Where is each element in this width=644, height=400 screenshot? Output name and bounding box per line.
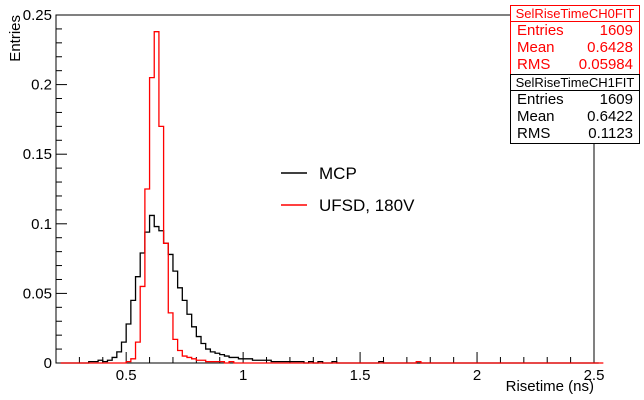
y-tick-label: 0.2 [31, 77, 52, 94]
legend-label-mcp: MCP [319, 164, 357, 183]
histogram-line-ufsd [60, 31, 604, 364]
x-axis-ticks: 0.5 1 1.5 2 2.5 [55, 352, 605, 384]
y-axis-ticks: 0 0.05 0.1 0.15 0.2 0.25 [23, 7, 67, 372]
stats-value: 0.6422 [587, 108, 633, 125]
stats-label: Mean [517, 39, 555, 56]
y-tick-label: 0.1 [31, 216, 52, 233]
stats-label: RMS [517, 56, 551, 73]
stats-label: Mean [517, 108, 555, 125]
stats-value: 1609 [599, 91, 633, 108]
histogram-series [60, 31, 604, 364]
x-axis-label: Risetime (ns) [506, 378, 594, 395]
stats-row-entries-ch1: Entries 1609 [511, 91, 639, 108]
stats-row-mean-ch1: Mean 0.6422 [511, 108, 639, 125]
stats-row-rms-ch0: RMS 0.05984 [511, 56, 639, 73]
y-tick-label: 0 [44, 355, 52, 372]
x-tick-label: 1.5 [350, 367, 371, 384]
x-tick-label: 0.5 [116, 367, 137, 384]
stats-box-ch1: SelRiseTimeCH1FIT Entries 1609 Mean 0.6422… [510, 74, 640, 144]
y-tick-label: 0.15 [23, 146, 52, 163]
x-tick-label: 2 [473, 367, 481, 384]
stats-title-ch1: SelRiseTimeCH1FIT [511, 75, 639, 91]
stats-value: 1609 [599, 22, 633, 39]
x-tick-label: 1 [239, 367, 247, 384]
stats-row-rms-ch1: RMS 0.1123 [511, 125, 639, 142]
stats-label: Entries [517, 91, 564, 108]
stats-box-ch0: SelRiseTimeCH0FIT Entries 1609 Mean 0.6428… [510, 5, 640, 75]
stats-value: 0.05984 [578, 56, 633, 73]
histogram-line-mcp [60, 214, 599, 364]
y-tick-label: 0.05 [23, 285, 52, 302]
legend: MCP UFSD, 180V [281, 164, 415, 215]
y-axis-label: Entries [7, 15, 24, 62]
stats-label: RMS [517, 125, 551, 142]
stats-value: 0.1123 [588, 125, 633, 142]
y-tick-label: 0.25 [23, 7, 52, 24]
stats-title-ch0: SelRiseTimeCH0FIT [511, 6, 639, 22]
stats-label: Entries [517, 22, 564, 39]
stats-row-mean-ch0: Mean 0.6428 [511, 39, 639, 56]
stats-row-entries-ch0: Entries 1609 [511, 22, 639, 39]
stats-value: 0.6428 [587, 39, 633, 56]
x-tick-label: 2.5 [584, 367, 605, 384]
legend-label-ufsd: UFSD, 180V [319, 196, 415, 215]
